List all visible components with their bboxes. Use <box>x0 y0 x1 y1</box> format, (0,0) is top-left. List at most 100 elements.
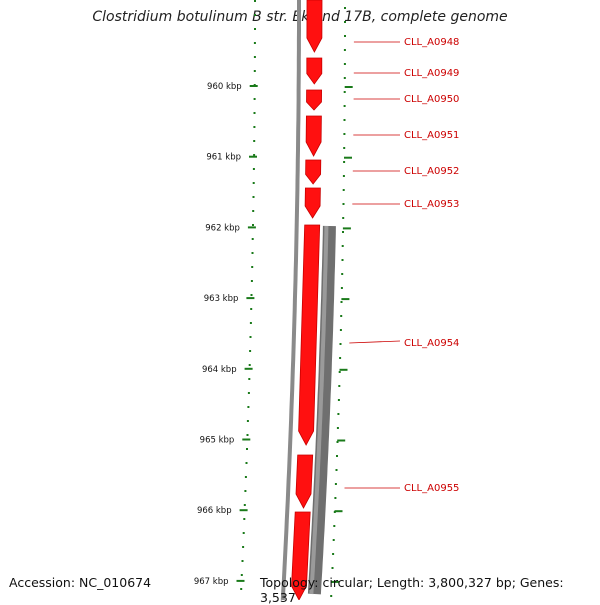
tick-dot <box>337 413 340 415</box>
tick-dot <box>252 210 255 212</box>
tick-dot <box>253 126 256 128</box>
tick-dot <box>244 490 247 492</box>
tick-dot <box>343 49 346 51</box>
tick-dot <box>340 315 343 317</box>
gene-arrow[interactable] <box>306 89 323 111</box>
tick-dot <box>253 42 256 44</box>
major-tick <box>344 156 352 159</box>
gene-label[interactable]: CLL_A0949 <box>404 68 459 79</box>
accession-text: Accession: NC_010674 <box>9 575 152 590</box>
tick-dot <box>242 532 245 534</box>
tick-dot <box>244 476 247 478</box>
kbp-label: 960 kbp <box>207 82 242 92</box>
tick-dot <box>246 420 249 422</box>
tick-dot <box>337 399 340 401</box>
tick-dot <box>342 231 344 233</box>
gene-arrow[interactable] <box>306 57 323 85</box>
gene-label[interactable]: CLL_A0951 <box>404 130 459 141</box>
tick-dot <box>247 406 250 408</box>
tick-dot <box>247 392 250 394</box>
major-tick <box>239 509 248 512</box>
gene-arrow[interactable] <box>305 159 322 185</box>
tick-dot <box>252 182 255 184</box>
gene-arrow[interactable] <box>304 187 321 219</box>
gene-labels[interactable]: CLL_A0948 CLL_A0949 CLL_A0950 CLL_A0951 CLL_… <box>344 37 460 494</box>
kbp-label: 964 kbp <box>202 365 237 375</box>
major-tick <box>236 579 245 582</box>
tick-dot <box>334 483 337 485</box>
tick-dot <box>251 252 254 254</box>
tick-dot <box>341 273 344 275</box>
major-tick <box>334 510 343 513</box>
gene-label[interactable]: CLL_A0950 <box>404 94 459 105</box>
gene-arrow[interactable] <box>298 224 321 446</box>
major-tick <box>247 226 256 229</box>
major-tick <box>331 580 340 583</box>
tick-dot <box>336 455 338 457</box>
tick-dot <box>340 287 343 289</box>
tick-dot <box>339 357 342 359</box>
tick-dot <box>254 28 256 30</box>
gene-arrow[interactable] <box>291 511 311 600</box>
kbp-label: 962 kbp <box>205 223 240 233</box>
gene-label[interactable]: CLL_A0952 <box>404 166 459 177</box>
tick-dot <box>252 224 254 226</box>
tick-dot <box>338 385 341 387</box>
tick-dot <box>344 21 346 23</box>
tick-dot <box>343 147 346 149</box>
genome-backbone <box>280 0 336 600</box>
gene-arrow[interactable] <box>306 0 323 53</box>
tick-dot <box>249 336 252 338</box>
tick-dot <box>249 322 252 324</box>
gene-track[interactable] <box>291 0 323 600</box>
major-tick <box>341 298 350 301</box>
tick-dot <box>342 217 345 219</box>
kbp-label: 966 kbp <box>197 506 232 516</box>
tick-dot <box>330 595 333 597</box>
tick-dot <box>249 350 252 352</box>
tick-dot <box>334 497 337 499</box>
tick-dot <box>253 70 256 72</box>
major-tick <box>342 227 351 230</box>
tick-dot <box>251 266 254 268</box>
tick-dot <box>342 189 345 191</box>
tick-dot <box>248 364 251 366</box>
tick-dot <box>253 140 256 142</box>
tick-dot <box>344 35 346 37</box>
tick-dot <box>339 343 342 345</box>
tick-dot <box>245 462 248 464</box>
tick-dot <box>241 560 244 562</box>
major-tick <box>339 368 348 371</box>
tick-dot <box>250 280 253 282</box>
tick-dot <box>342 203 345 205</box>
genome-summary-text: Topology: circular; Length: 3,800,327 bp… <box>260 575 564 605</box>
gene-arrow[interactable] <box>295 454 314 509</box>
tick-dot <box>343 161 346 163</box>
tick-dot <box>254 0 256 2</box>
gene-label[interactable]: CLL_A0955 <box>404 483 459 494</box>
tick-dot <box>339 329 342 331</box>
tick-dot <box>242 546 245 548</box>
tick-dot <box>246 448 248 450</box>
ruler-ticks-right <box>330 7 346 597</box>
tick-dot <box>243 504 246 506</box>
tick-dot <box>253 112 256 114</box>
tick-dot <box>243 518 246 520</box>
gene-arrow[interactable] <box>305 115 322 157</box>
kbp-label: 961 kbp <box>206 153 241 163</box>
gene-label[interactable]: CLL_A0948 <box>404 37 459 48</box>
tick-dot <box>342 175 345 177</box>
tick-dot <box>335 469 338 471</box>
tick-dot <box>343 119 346 121</box>
tick-dot <box>253 56 256 58</box>
tick-dot <box>252 168 255 170</box>
gene-label[interactable]: CLL_A0954 <box>404 338 459 349</box>
ruler-labels: 960 kbp 961 kbp 962 kbp 963 kbp 964 kbp 965 k… <box>194 82 353 587</box>
tick-dot <box>246 434 249 436</box>
tick-dot <box>336 441 339 443</box>
tick-dot <box>343 105 346 107</box>
label-leader <box>349 340 401 344</box>
tick-dot <box>343 77 346 79</box>
ruler-ticks-left <box>240 0 256 590</box>
gene-label[interactable]: CLL_A0953 <box>404 199 459 210</box>
